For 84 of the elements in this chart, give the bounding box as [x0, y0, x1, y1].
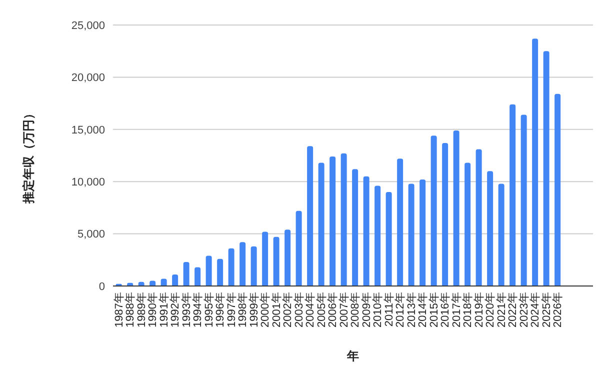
bar [397, 158, 404, 286]
x-tick-label: 2015年 [428, 292, 440, 328]
bar [194, 267, 201, 286]
x-tick-label: 1992年 [170, 292, 182, 328]
x-tick-label: 1987年 [113, 292, 126, 328]
bar [172, 274, 178, 286]
x-tick-label: 2005年 [316, 292, 328, 328]
x-tick-label: 2012年 [394, 292, 407, 328]
x-tick-label: 1991年 [158, 292, 170, 328]
y-tick-label: 20,000 [71, 72, 105, 84]
bar [408, 184, 414, 286]
bar [240, 242, 246, 286]
bar [352, 169, 358, 286]
x-tick-label: 2020年 [484, 292, 497, 328]
x-tick-label: 2023年 [518, 292, 530, 328]
x-tick-label: 2013年 [406, 292, 418, 328]
bar [250, 246, 257, 286]
x-tick-label: 1994年 [192, 292, 204, 328]
y-tick-label: 5,000 [77, 228, 105, 241]
bar [374, 186, 381, 286]
bar [520, 114, 527, 286]
x-tick-label: 2003年 [293, 292, 306, 328]
x-tick-label: 2011年 [383, 292, 396, 327]
bar [464, 162, 471, 286]
y-tick-label: 15,000 [71, 124, 105, 136]
bar [430, 136, 437, 286]
x-tick-label: 2007年 [338, 292, 350, 328]
x-tick-label: 1988年 [124, 292, 137, 328]
bar [386, 192, 392, 286]
x-tick-label: 1997年 [226, 292, 238, 328]
bar [228, 248, 234, 286]
bar [420, 180, 426, 286]
x-tick-label: 2024年 [530, 292, 542, 328]
x-tick-label: 2025年 [540, 292, 553, 328]
bar [318, 162, 324, 286]
x-tick-label: 2016年 [440, 292, 452, 328]
x-axis-title: 年 [346, 349, 359, 363]
x-tick-label: 2014年 [417, 292, 430, 328]
x-tick-label: 1996年 [214, 292, 227, 328]
bar [510, 104, 516, 286]
y-tick-label: 25,000 [71, 20, 105, 32]
bar [476, 149, 482, 286]
bar [532, 38, 538, 286]
bar [543, 51, 550, 286]
bar [284, 230, 291, 286]
x-tick-label: 1989年 [136, 292, 148, 328]
bar [183, 262, 190, 286]
x-tick-label: 2021年 [496, 292, 508, 328]
x-tick-label: 2018年 [462, 292, 474, 328]
bar [296, 210, 302, 286]
x-tick-label: 2006年 [327, 292, 340, 328]
x-tick-label: 2010年 [372, 292, 384, 328]
x-tick-label: 2000年 [260, 292, 272, 328]
x-tick-label: 1990年 [147, 292, 160, 328]
bar [453, 130, 460, 286]
bar [206, 256, 212, 286]
bar [273, 236, 280, 286]
x-tick-label: 2001年 [270, 292, 283, 328]
bar [554, 94, 561, 286]
x-tick-label: 1999年 [248, 292, 260, 328]
bar [160, 278, 167, 286]
x-tick-label: 2009年 [360, 292, 373, 328]
y-tick-label: 0 [98, 280, 105, 293]
bar [442, 142, 448, 286]
x-tick-label: 2008年 [350, 292, 362, 328]
x-tick-label: 1993年 [180, 292, 193, 328]
x-tick-label: 1998年 [237, 292, 250, 328]
x-tick-label: 2017年 [450, 292, 463, 328]
x-tick-label: 2026年 [552, 292, 564, 328]
x-tick-label: 2019年 [473, 292, 486, 328]
bar [307, 146, 314, 286]
bar [262, 232, 268, 286]
x-tick-label: 2022年 [507, 292, 520, 328]
bar [330, 156, 336, 286]
bar [498, 184, 504, 286]
y-axis-title: 推定年収（万円） [21, 108, 36, 204]
bar [340, 153, 347, 286]
bar [363, 176, 370, 286]
bar [487, 171, 494, 286]
x-tick-label: 2004年 [304, 292, 317, 328]
y-tick-label: 10,000 [71, 176, 105, 189]
x-tick-label: 2002年 [282, 292, 294, 328]
bar [217, 258, 224, 286]
x-tick-label: 1995年 [203, 292, 216, 328]
